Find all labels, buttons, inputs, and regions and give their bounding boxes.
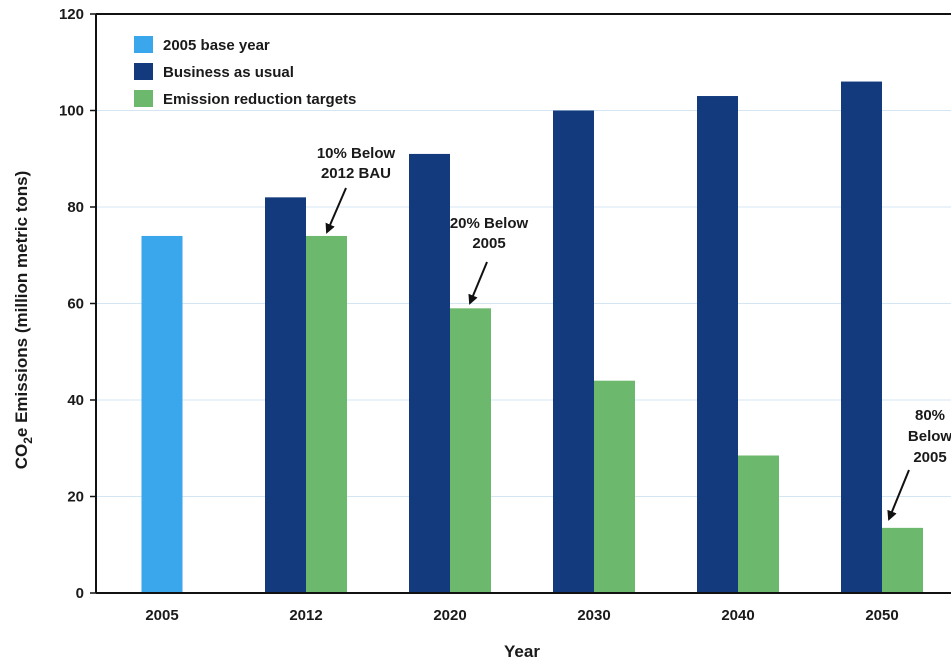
annotation: 80% Below 2005	[887, 407, 951, 521]
x-tick-label: 2030	[577, 607, 610, 624]
bar-2005-base-year-2005	[141, 235, 183, 593]
bar-emission-reduction-targets-2012	[306, 235, 347, 593]
annotation-arrow	[468, 261, 488, 305]
annotation-arrow	[325, 187, 347, 234]
bar-business-as-usual-2050	[841, 81, 882, 594]
legend-swatch	[134, 90, 153, 107]
x-tick-label: 2050	[865, 607, 898, 624]
legend-label: Business as usual	[163, 64, 294, 81]
legend: 2005 base year Business as usual Emission …	[134, 36, 356, 108]
y-axis-title: CO2e Emissions (million metric tons)	[12, 171, 35, 470]
annotation-text: Below	[908, 428, 951, 445]
x-tick-label: 2005	[145, 607, 178, 624]
bar-business-as-usual-2040	[697, 96, 738, 594]
annotation: 20% Below 2005	[450, 215, 529, 305]
legend-swatch	[134, 63, 153, 80]
y-tick-label: 100	[59, 103, 84, 120]
x-axis-title: Year	[504, 642, 540, 661]
annotation: 10% Below 2012 BAU	[317, 145, 396, 234]
annotation-text: 10% Below	[317, 145, 396, 162]
annotations: 10% Below 2012 BAU 20% Below 2005 80% Below 20…	[317, 145, 951, 521]
bar-business-as-usual-2020	[409, 153, 450, 594]
y-tick-label: 60	[67, 296, 84, 313]
x-tick-label: 2020	[433, 607, 466, 624]
legend-label: Emission reduction targets	[163, 91, 356, 108]
annotation-text: 80%	[915, 407, 945, 424]
legend-swatch	[134, 36, 153, 53]
annotation-text: 2012 BAU	[321, 165, 391, 182]
bar-emission-reduction-targets-2020	[450, 308, 491, 593]
annotation-text: 20% Below	[450, 215, 529, 232]
y-tick-label: 0	[76, 585, 84, 602]
bar-emission-reduction-targets-2030	[594, 380, 635, 593]
bar-emission-reduction-targets-2040	[738, 455, 779, 593]
y-tick-label: 20	[67, 489, 84, 506]
annotation-text: 2005	[913, 449, 946, 466]
legend-label: 2005 base year	[163, 37, 270, 54]
gridlines	[96, 13, 951, 497]
bar-business-as-usual-2030	[553, 110, 594, 593]
x-tick-label: 2040	[721, 607, 754, 624]
y-tick-label: 120	[59, 6, 84, 23]
y-tick-label: 80	[67, 199, 84, 216]
bar-business-as-usual-2012	[265, 197, 306, 593]
y-tick-label: 40	[67, 392, 84, 409]
annotation-text: 2005	[472, 235, 505, 252]
x-tick-label: 2012	[289, 607, 322, 624]
bars	[141, 81, 923, 594]
annotation-arrow	[887, 469, 910, 521]
bar-emission-reduction-targets-2050	[882, 527, 923, 593]
